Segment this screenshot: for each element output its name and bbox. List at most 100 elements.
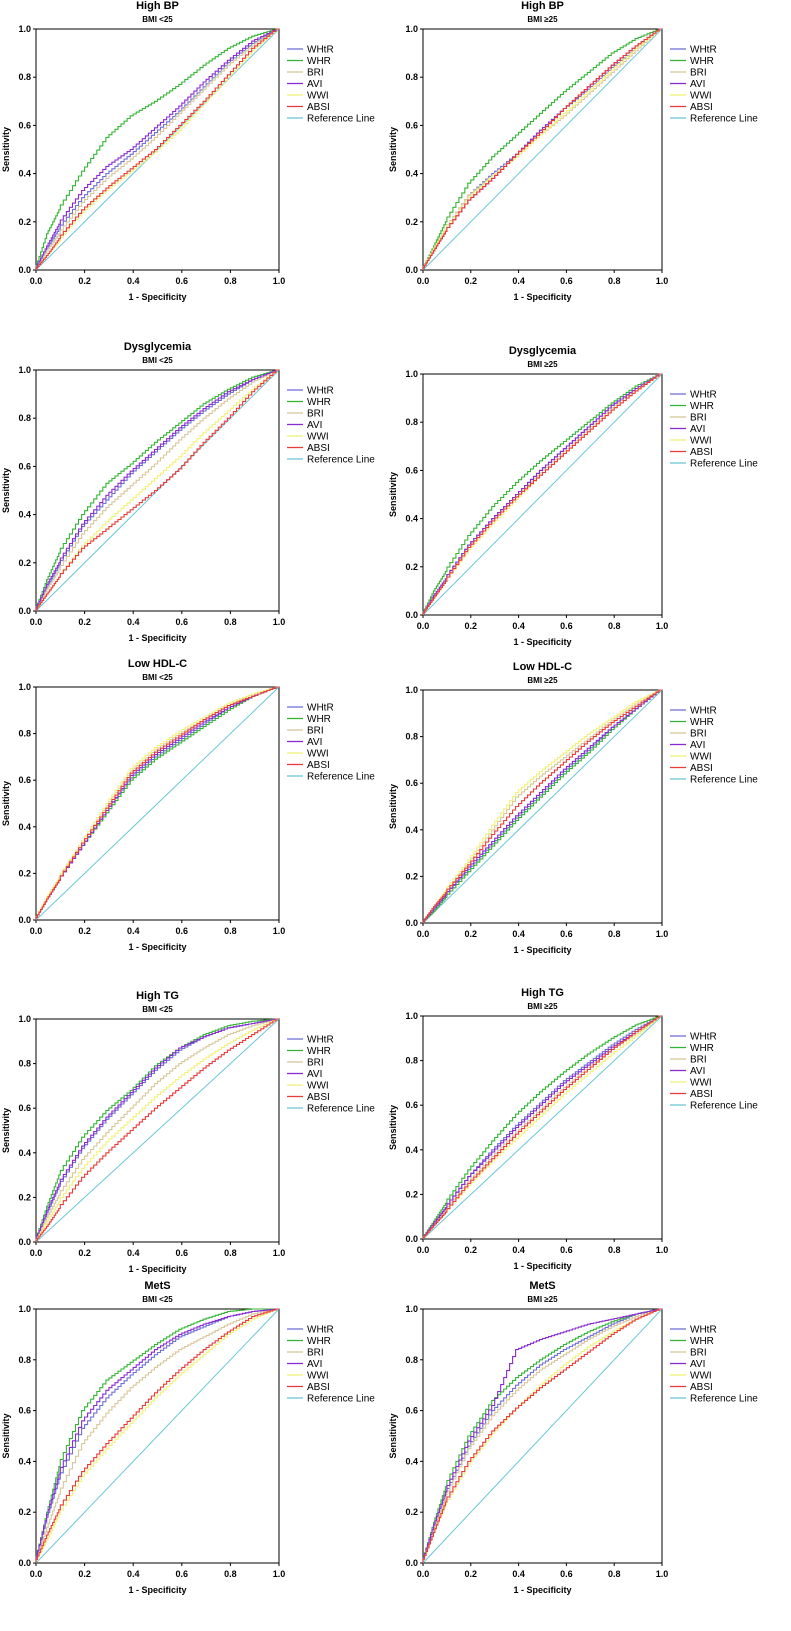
y-tick-label: 0.8 xyxy=(18,1355,31,1365)
x-tick-label: 0.4 xyxy=(512,1569,525,1579)
roc-curve-wwi xyxy=(35,1018,279,1242)
legend-label: AVI xyxy=(690,1066,705,1077)
x-tick-label: 0.4 xyxy=(127,1569,140,1579)
x-tick-label: 0.4 xyxy=(512,621,525,631)
y-tick-label: 0.2 xyxy=(405,1507,418,1517)
y-tick-label: 0.4 xyxy=(18,169,31,179)
legend-label: ABSI xyxy=(690,1382,713,1393)
y-tick-label: 0.2 xyxy=(405,217,418,227)
legend-label: WHtR xyxy=(307,45,334,56)
x-tick-label: 0.2 xyxy=(78,926,91,936)
x-tick-label: 0.0 xyxy=(30,617,43,627)
x-tick-label: 0.6 xyxy=(560,1569,573,1579)
roc-curve-absi xyxy=(422,1015,662,1239)
y-axis-label: Sensitivity xyxy=(1,1108,11,1153)
chart-title: High TG xyxy=(521,987,564,999)
roc-curve-avi xyxy=(35,369,279,611)
legend-label: WHR xyxy=(690,1043,714,1054)
x-tick-label: 0.4 xyxy=(127,276,140,286)
x-axis-label: 1 - Specificity xyxy=(513,637,571,647)
legend-label: WHtR xyxy=(307,386,334,397)
x-tick-label: 0.2 xyxy=(465,1245,478,1255)
y-tick-label: 0.8 xyxy=(18,413,31,423)
legend-label: WHtR xyxy=(690,390,717,401)
legend-label: ABSI xyxy=(307,1382,330,1393)
legend-label: AVI xyxy=(690,1359,705,1370)
legend-label: BRI xyxy=(690,729,707,740)
y-tick-label: 1.0 xyxy=(405,369,418,379)
y-tick-label: 0.6 xyxy=(18,120,31,130)
chart-subtitle: BMI ≥25 xyxy=(527,676,558,685)
legend-label: WHR xyxy=(307,1336,331,1347)
y-axis-label: Sensitivity xyxy=(388,472,398,517)
legend-label: BRI xyxy=(307,726,324,737)
reference-line xyxy=(422,1015,663,1240)
x-tick-label: 0.8 xyxy=(608,1569,621,1579)
x-axis-label: 1 - Specificity xyxy=(128,633,186,643)
x-tick-label: 0.0 xyxy=(417,1569,430,1579)
x-tick-label: 0.8 xyxy=(608,1245,621,1255)
y-tick-label: 1.0 xyxy=(18,365,31,375)
y-tick-label: 1.0 xyxy=(405,1304,418,1314)
chart-subtitle: BMI <25 xyxy=(142,1295,173,1304)
x-tick-label: 0.2 xyxy=(78,1248,91,1258)
x-tick-label: 0.6 xyxy=(560,621,573,631)
legend-label: WWI xyxy=(690,1078,712,1089)
y-tick-label: 0.8 xyxy=(18,1059,31,1069)
y-axis-label: Sensitivity xyxy=(1,1413,11,1458)
y-tick-label: 0.2 xyxy=(18,558,31,568)
y-tick-label: 0.6 xyxy=(18,461,31,471)
y-tick-label: 0.4 xyxy=(405,1145,418,1155)
legend-label: WWI xyxy=(307,91,329,102)
x-axis-label: 1 - Specificity xyxy=(513,1585,571,1595)
y-tick-label: 1.0 xyxy=(405,24,418,34)
legend-label: Reference Line xyxy=(307,114,375,125)
y-tick-label: 0.4 xyxy=(18,822,31,832)
x-tick-label: 0.4 xyxy=(127,617,140,627)
y-tick-label: 0.8 xyxy=(18,729,31,739)
x-tick-label: 0.0 xyxy=(30,1569,43,1579)
y-tick-label: 0.0 xyxy=(405,265,418,275)
x-tick-label: 0.8 xyxy=(224,926,237,936)
y-tick-label: 1.0 xyxy=(18,682,31,692)
roc-curve-whr xyxy=(422,1015,662,1239)
y-axis-label: Sensitivity xyxy=(388,1413,398,1458)
roc-curve-whtr xyxy=(35,28,279,270)
roc-curve-whr xyxy=(422,373,662,615)
x-tick-label: 0.2 xyxy=(78,617,91,627)
roc-curve-whr xyxy=(35,1308,279,1563)
x-tick-label: 1.0 xyxy=(656,1569,669,1579)
roc-curve-absi xyxy=(422,28,662,270)
chart-title: Dysglycemia xyxy=(509,345,577,357)
legend-label: WHR xyxy=(690,56,714,67)
chart-title: MetS xyxy=(529,1280,555,1292)
x-tick-label: 0.2 xyxy=(465,929,478,939)
roc-curve-absi xyxy=(35,28,279,270)
y-tick-label: 0.4 xyxy=(405,825,418,835)
legend-label: ABSI xyxy=(690,102,713,113)
y-tick-label: 0.0 xyxy=(18,1558,31,1568)
chart-subtitle: BMI ≥25 xyxy=(527,1295,558,1304)
y-axis-label: Sensitivity xyxy=(1,781,11,826)
roc-panel: MetS BMI ≥25 0.00.0 0.2 0.2 0.4 0.4 0.6 0.6 0.8 0.… xyxy=(388,1280,758,1595)
x-tick-label: 0.2 xyxy=(465,621,478,631)
x-tick-label: 0.4 xyxy=(512,1245,525,1255)
y-tick-label: 0.2 xyxy=(405,562,418,572)
reference-line xyxy=(422,28,663,271)
legend-label: WHR xyxy=(307,1046,331,1057)
x-axis-label: 1 - Specificity xyxy=(513,1261,571,1271)
y-tick-label: 0.8 xyxy=(405,417,418,427)
chart-subtitle: BMI ≥25 xyxy=(527,1002,558,1011)
reference-line xyxy=(422,689,663,924)
chart-subtitle: BMI <25 xyxy=(142,15,173,24)
legend-label: BRI xyxy=(690,1348,707,1359)
x-tick-label: 0.8 xyxy=(224,617,237,627)
roc-curve-avi xyxy=(422,373,662,615)
roc-panel: High BP BMI ≥25 0.00.0 0.2 0.2 0.4 0.4 0.6 0.6 0.… xyxy=(388,0,758,302)
x-axis-label: 1 - Specificity xyxy=(128,942,186,952)
y-tick-label: 0.8 xyxy=(405,1355,418,1365)
